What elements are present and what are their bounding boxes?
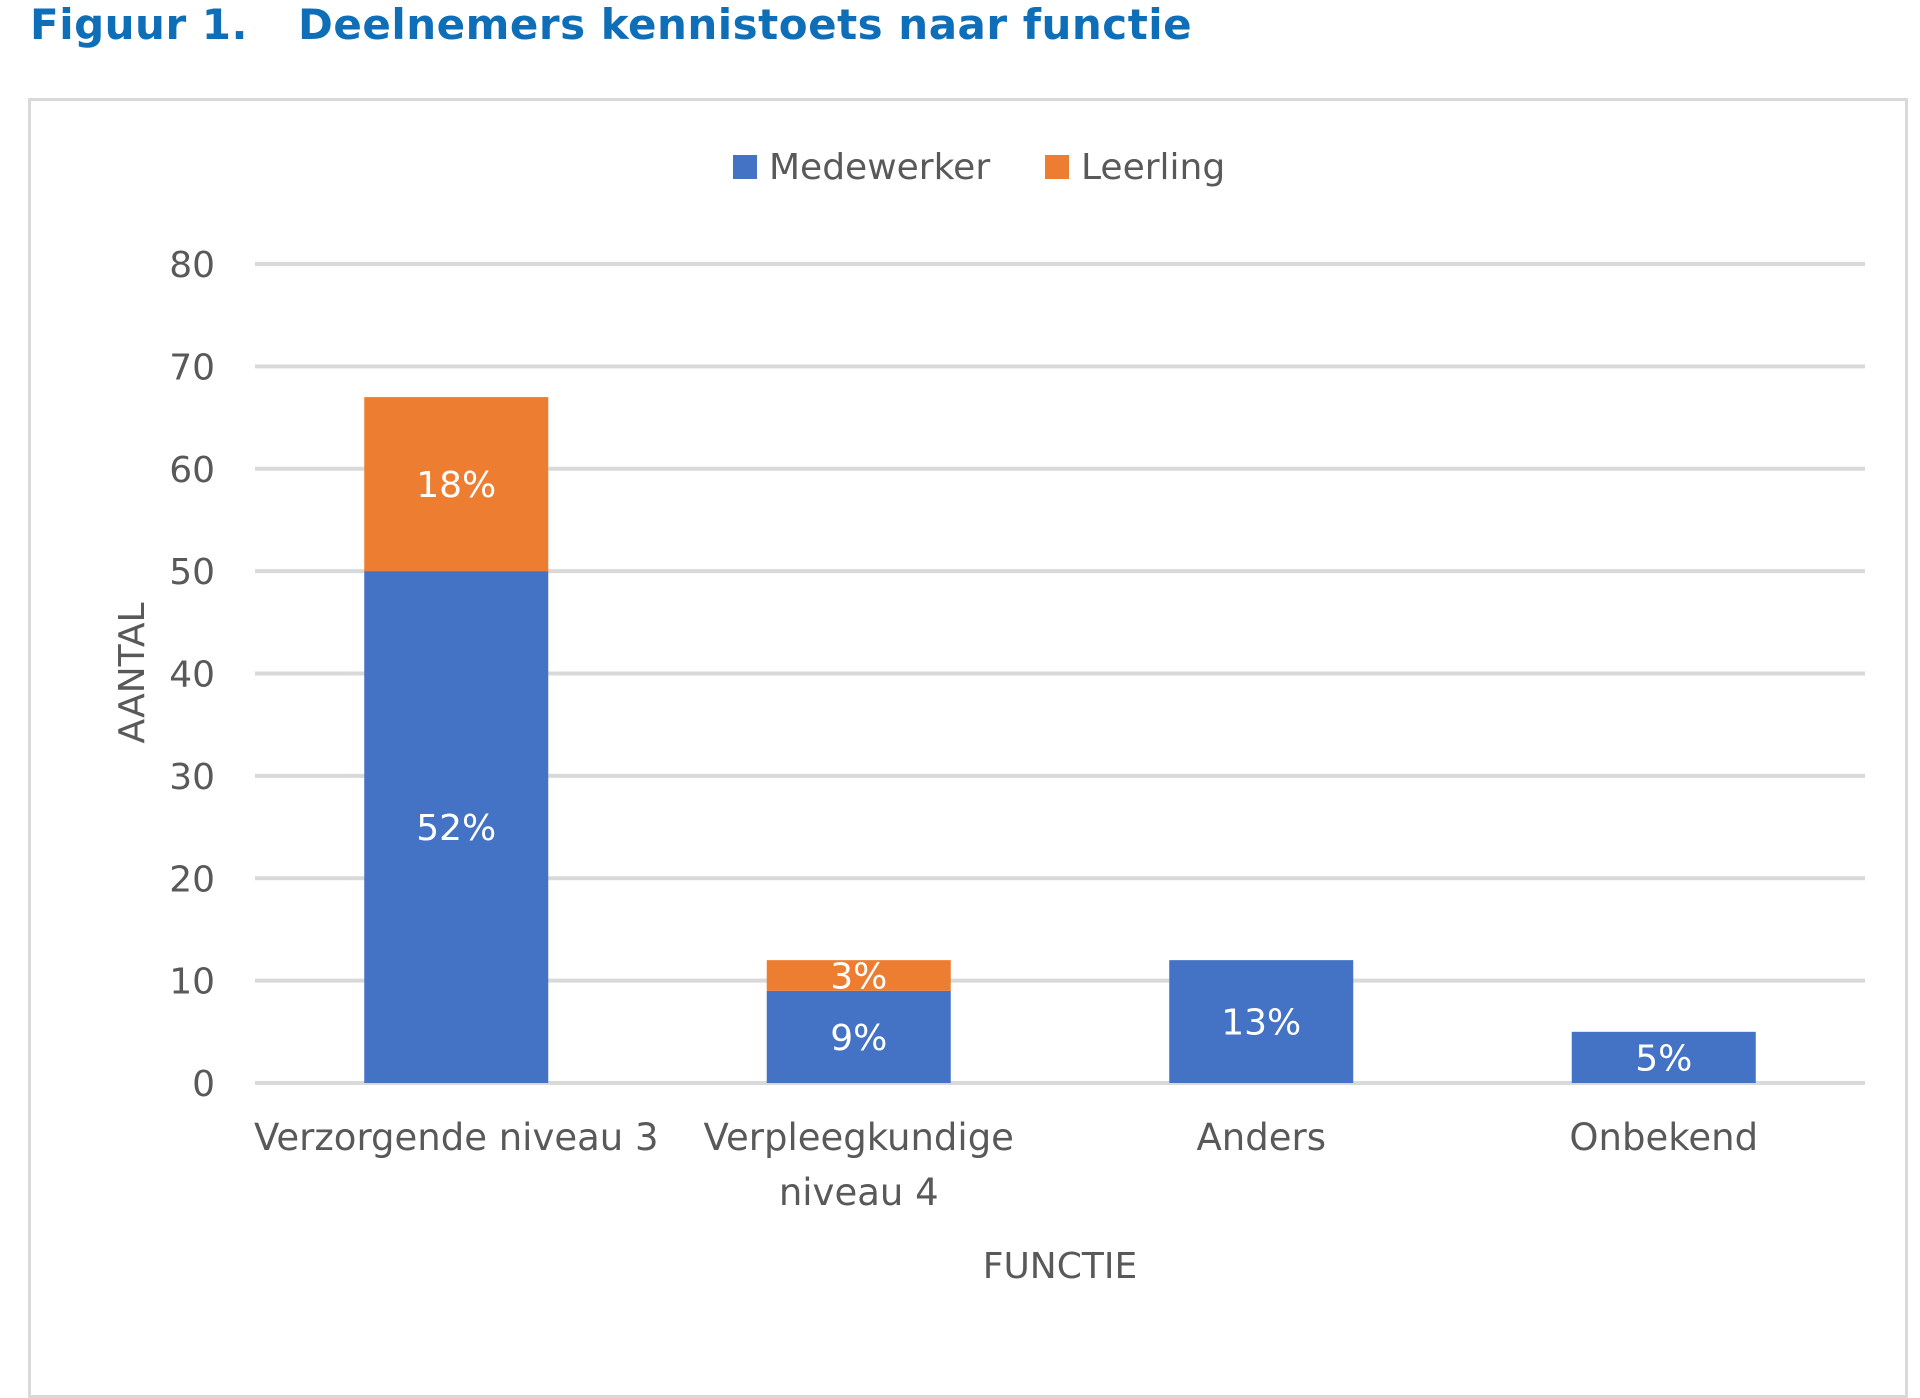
legend-label: Medewerker	[769, 147, 990, 188]
x-category-label: Anders	[1197, 1116, 1327, 1159]
x-category-label: Verpleegkundige niveau 4	[704, 1116, 1014, 1214]
bar-medewerker	[364, 571, 549, 1083]
figure-number: Figuur 1.	[30, 0, 248, 49]
data-label: 5%	[1635, 1038, 1692, 1079]
legend-label: Leerling	[1081, 147, 1225, 188]
y-tick-label: 20	[169, 859, 215, 900]
data-label: 13%	[1221, 1003, 1301, 1044]
bar-leerling	[766, 960, 951, 991]
y-axis-title: AANTAL	[112, 602, 153, 743]
y-tick-label: 50	[169, 552, 215, 593]
data-labels: 52% 18% 9% 3% 13% 5%	[416, 465, 1692, 1079]
y-tick-label: 30	[169, 757, 215, 798]
y-axis-ticks: 0 10 20 30 40 50 60 70 80	[169, 245, 215, 1105]
legend-swatch-leerling	[1045, 155, 1069, 179]
legend: Medewerker Leerling	[733, 147, 1225, 188]
x-axis-title: FUNCTIE	[983, 1246, 1137, 1287]
x-axis-categories: Verzorgende niveau 3 Verpleegkundige nivea…	[254, 1116, 1758, 1214]
bar-medewerker	[766, 990, 951, 1083]
y-tick-label: 0	[192, 1064, 215, 1105]
bar-medewerker	[1571, 1031, 1756, 1083]
legend-swatch-medewerker	[733, 155, 757, 179]
y-tick-label: 60	[169, 450, 215, 491]
x-category-line: Verpleegkundige	[704, 1116, 1014, 1159]
y-tick-label: 40	[169, 655, 215, 696]
y-tick-label: 70	[169, 347, 215, 388]
y-tick-label: 80	[169, 245, 215, 286]
bars	[364, 397, 1756, 1083]
figure-title: Figuur 1. Deelnemers kennistoets naar fun…	[30, 0, 1192, 49]
data-label: 18%	[416, 465, 496, 506]
x-category-line: Anders	[1197, 1116, 1327, 1159]
data-label: 52%	[416, 808, 496, 849]
bar-leerling	[364, 397, 549, 572]
x-category-line: Onbekend	[1569, 1116, 1758, 1159]
y-tick-label: 10	[169, 962, 215, 1003]
data-label: 9%	[830, 1018, 887, 1059]
x-category-line: niveau 4	[779, 1171, 939, 1214]
bar-medewerker	[1169, 960, 1354, 1083]
x-category-line: Verzorgende niveau 3	[254, 1116, 659, 1159]
data-label: 3%	[830, 957, 887, 998]
x-category-label: Onbekend	[1569, 1116, 1758, 1159]
x-category-label: Verzorgende niveau 3	[254, 1116, 659, 1159]
stacked-bar-chart: 0 10 20 30 40 50 60 70 80 52% 18% 9% 3% 13% 5% Verzor…	[112, 147, 1865, 1287]
figure-title-text: Deelnemers kennistoets naar functie	[298, 0, 1193, 49]
